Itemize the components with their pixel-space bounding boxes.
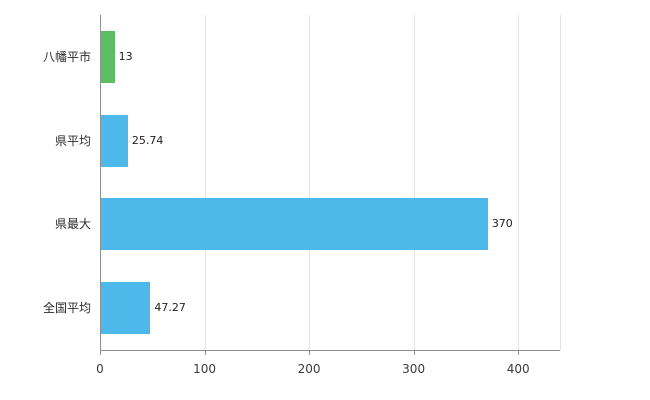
value-label: 47.27 bbox=[154, 301, 186, 315]
gridline bbox=[413, 15, 415, 350]
x-tick-mark bbox=[413, 350, 415, 355]
x-axis-line bbox=[100, 350, 560, 351]
gridline bbox=[204, 15, 206, 350]
x-tick-mark bbox=[518, 350, 520, 355]
plot-right-border bbox=[560, 15, 561, 350]
bar bbox=[101, 198, 488, 251]
x-tick-mark bbox=[309, 350, 311, 355]
category-label: 県平均 bbox=[54, 133, 91, 148]
gridline bbox=[309, 15, 311, 350]
category-label: 県最大 bbox=[54, 217, 91, 232]
bar bbox=[101, 30, 115, 83]
x-tick-mark bbox=[204, 350, 206, 355]
category-label: 全国平均 bbox=[42, 301, 91, 316]
x-tick-label: 300 bbox=[402, 362, 426, 376]
bar bbox=[101, 282, 151, 335]
x-tick-label: 100 bbox=[193, 362, 216, 376]
x-tick-mark bbox=[100, 350, 101, 355]
value-label: 370 bbox=[491, 217, 513, 231]
value-label: 13 bbox=[118, 49, 133, 63]
bar bbox=[101, 114, 128, 167]
gridline bbox=[518, 15, 520, 350]
x-tick-label: 200 bbox=[297, 362, 321, 376]
category-label: 八幡平市 bbox=[42, 49, 91, 64]
value-label: 25.74 bbox=[131, 133, 164, 147]
y-axis-line bbox=[100, 15, 101, 350]
x-tick-label: 0 bbox=[96, 362, 104, 376]
x-tick-label: 400 bbox=[506, 362, 530, 376]
